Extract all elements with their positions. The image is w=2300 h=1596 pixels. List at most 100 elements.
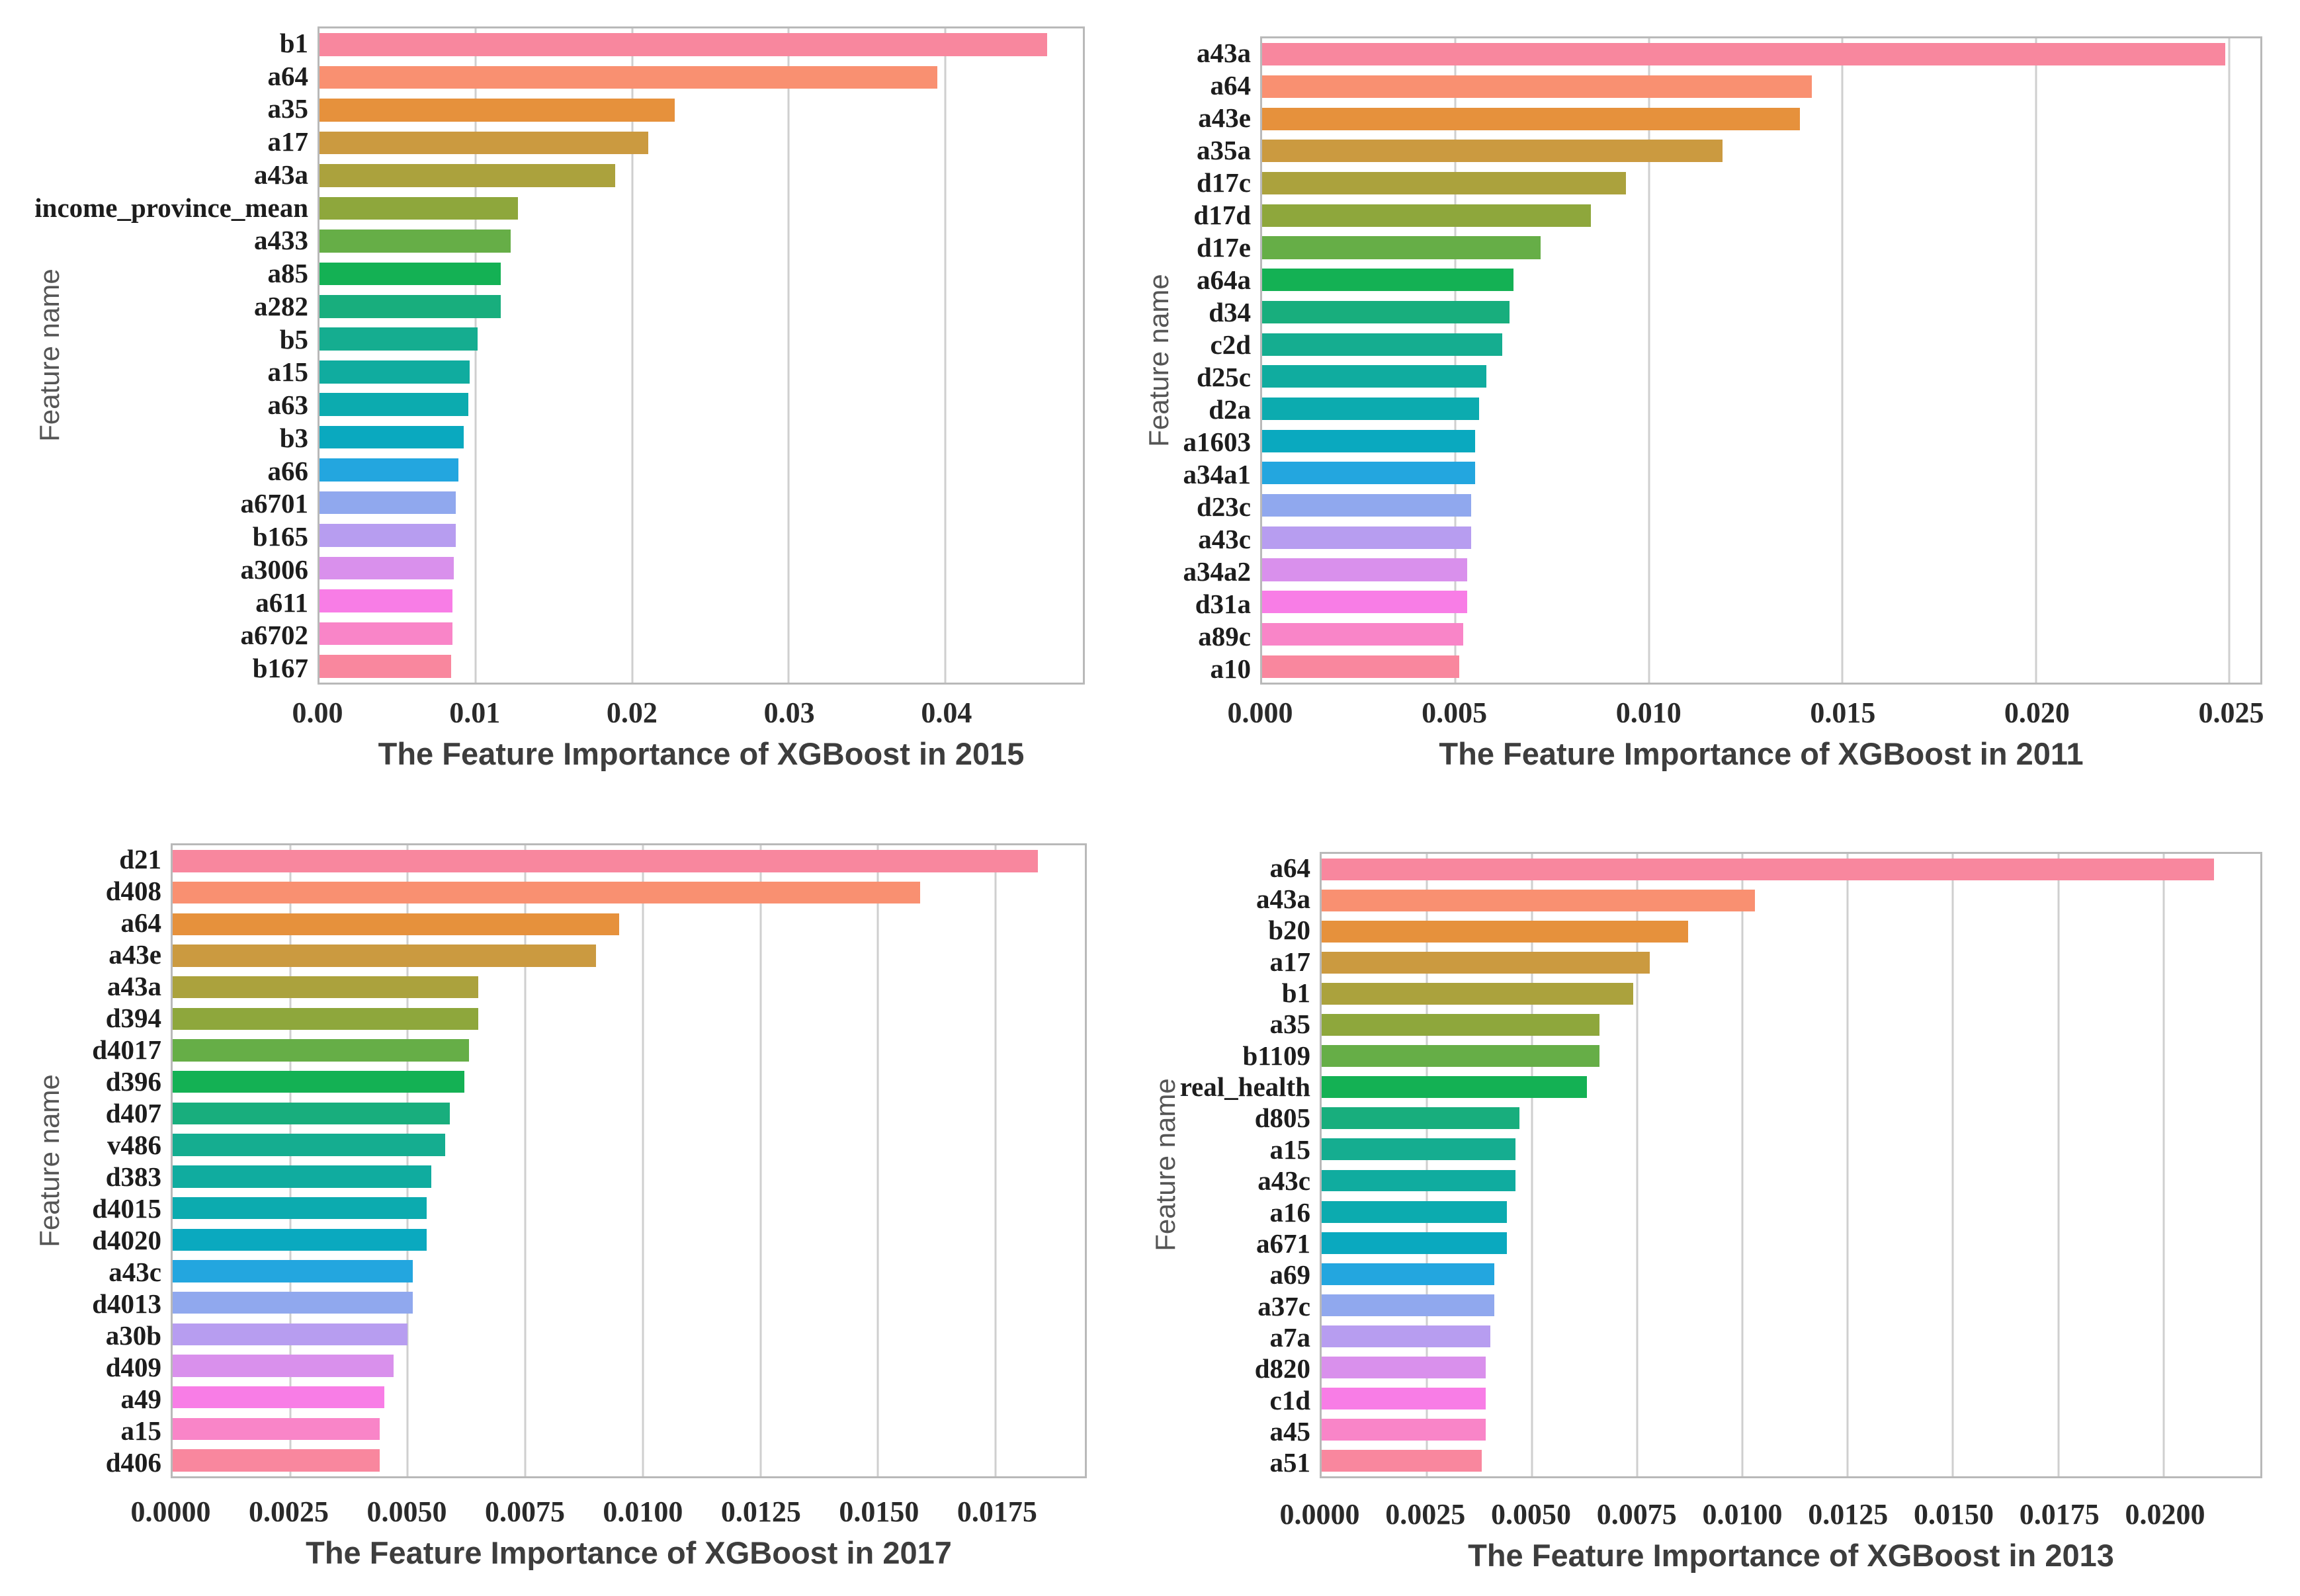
feature-label-income_province_mean: income_province_mean xyxy=(34,192,308,223)
x-gridline xyxy=(876,845,879,1476)
feature-label-a43a: a43a xyxy=(1197,37,1251,68)
bar-d25c xyxy=(1262,365,1487,388)
feature-label-b167: b167 xyxy=(252,653,308,684)
bar-a64a xyxy=(1262,269,1514,292)
bar-row xyxy=(1262,457,2260,489)
bar-row xyxy=(1322,1352,2260,1383)
bar-a43a xyxy=(1322,890,1756,912)
bar-row xyxy=(173,1161,1085,1193)
x-tick-label: 0.0000 xyxy=(130,1495,211,1528)
bar-a64 xyxy=(173,913,620,935)
bar-d17e xyxy=(1262,236,1541,259)
bar-a17 xyxy=(1322,952,1650,974)
bar-row xyxy=(319,28,1083,61)
bar-row xyxy=(319,585,1083,617)
feature-label-d407: d407 xyxy=(105,1098,161,1128)
bar-row xyxy=(1262,71,2260,103)
bar-a45 xyxy=(1322,1418,1486,1441)
bar-a63 xyxy=(319,393,468,416)
bar-d409 xyxy=(173,1355,394,1377)
bar-row xyxy=(319,323,1083,355)
x-tick-label: 0.010 xyxy=(1615,696,1682,729)
bar-d31a xyxy=(1262,591,1467,614)
x-axis-title: The Feature Importance of XGBoost in 201… xyxy=(1439,736,2084,771)
bar-row xyxy=(1322,1103,2260,1134)
bar-row xyxy=(1322,1321,2260,1352)
feature-label-a69: a69 xyxy=(1269,1259,1311,1290)
bar-a34a2 xyxy=(1262,558,1467,581)
x-gridline xyxy=(1648,38,1650,683)
bar-b3 xyxy=(319,425,464,449)
bar-row xyxy=(1322,1165,2260,1197)
bar-row xyxy=(1262,360,2260,393)
bar-row xyxy=(173,1319,1085,1351)
bar-a35a xyxy=(1262,140,1723,163)
bar-a51 xyxy=(1322,1449,1482,1472)
x-axis-ticks: 0.00 0.01 0.02 0.03 0.04 xyxy=(292,696,1085,735)
feature-label-a64a: a64a xyxy=(1197,264,1251,295)
feature-label-a1603: a1603 xyxy=(1183,426,1252,457)
bar-row xyxy=(1322,916,2260,947)
bar-row xyxy=(1262,264,2260,296)
y-axis-label: Feature name xyxy=(1143,274,1174,447)
x-tick-label: 0.0125 xyxy=(1808,1498,1889,1531)
bar-row xyxy=(1322,1134,2260,1165)
x-gridline xyxy=(1951,854,1954,1476)
plot-area xyxy=(1320,852,2262,1478)
bar-row xyxy=(319,552,1083,584)
bar-a15 xyxy=(319,360,470,384)
x-tick-label: 0.00 xyxy=(292,696,343,729)
bar-row xyxy=(1262,328,2260,360)
x-axis-title: The Feature Importance of XGBoost in 201… xyxy=(378,736,1025,771)
feature-label-d25c: d25c xyxy=(1197,361,1251,392)
bar-a49 xyxy=(173,1386,384,1409)
x-gridline xyxy=(2035,38,2037,683)
bar-v486 xyxy=(173,1134,446,1156)
feature-label-d21: d21 xyxy=(119,844,161,874)
bar-a43a xyxy=(319,164,615,187)
feature-label-a64: a64 xyxy=(1269,852,1311,883)
feature-label-b3: b3 xyxy=(279,422,308,453)
bar-row xyxy=(1322,1414,2260,1445)
feature-label-a3006: a3006 xyxy=(240,554,309,585)
bar-row xyxy=(1322,1259,2260,1290)
feature-label-a6701: a6701 xyxy=(240,488,309,519)
bar-b1 xyxy=(1322,983,1633,1005)
bar-b1109 xyxy=(1322,1045,1599,1068)
bar-row xyxy=(173,1413,1085,1445)
bar-a43e xyxy=(1262,107,1800,130)
feature-label-c2d: c2d xyxy=(1210,329,1252,360)
bar-row xyxy=(1262,522,2260,554)
bar-d407 xyxy=(173,1102,450,1125)
bar-rows xyxy=(319,28,1083,683)
bar-b20 xyxy=(1322,921,1688,943)
bar-row xyxy=(1322,978,2260,1009)
feature-label-a43c: a43c xyxy=(1198,523,1251,554)
bar-a43a xyxy=(1262,43,2226,66)
bar-row xyxy=(173,1445,1085,1476)
bar-row xyxy=(173,908,1085,940)
bar-a89c xyxy=(1262,622,1464,646)
feature-label-d34: d34 xyxy=(1209,296,1251,327)
feature-label-a43c: a43c xyxy=(108,1257,161,1287)
x-gridline xyxy=(1741,854,1744,1476)
bar-row xyxy=(319,617,1083,650)
bar-row xyxy=(1262,554,2260,586)
feature-label-b5: b5 xyxy=(279,323,308,355)
feature-label-a15: a15 xyxy=(120,1415,162,1446)
feature-label-a611: a611 xyxy=(255,587,308,618)
bar-row xyxy=(1262,38,2260,71)
bar-row xyxy=(1262,425,2260,457)
feature-label-d4013: d4013 xyxy=(92,1288,161,1319)
feature-label-a64: a64 xyxy=(267,60,309,91)
bar-d4020 xyxy=(173,1228,427,1251)
feature-label-a43a: a43a xyxy=(1256,884,1310,915)
bar-b167 xyxy=(319,654,451,678)
feature-label-d820: d820 xyxy=(1254,1353,1310,1384)
bar-a6702 xyxy=(319,622,452,646)
x-tick-label: 0.04 xyxy=(921,696,972,729)
plot-area xyxy=(318,26,1085,685)
feature-label-a43e: a43e xyxy=(1198,102,1251,133)
feature-label-d31a: d31a xyxy=(1195,588,1251,619)
